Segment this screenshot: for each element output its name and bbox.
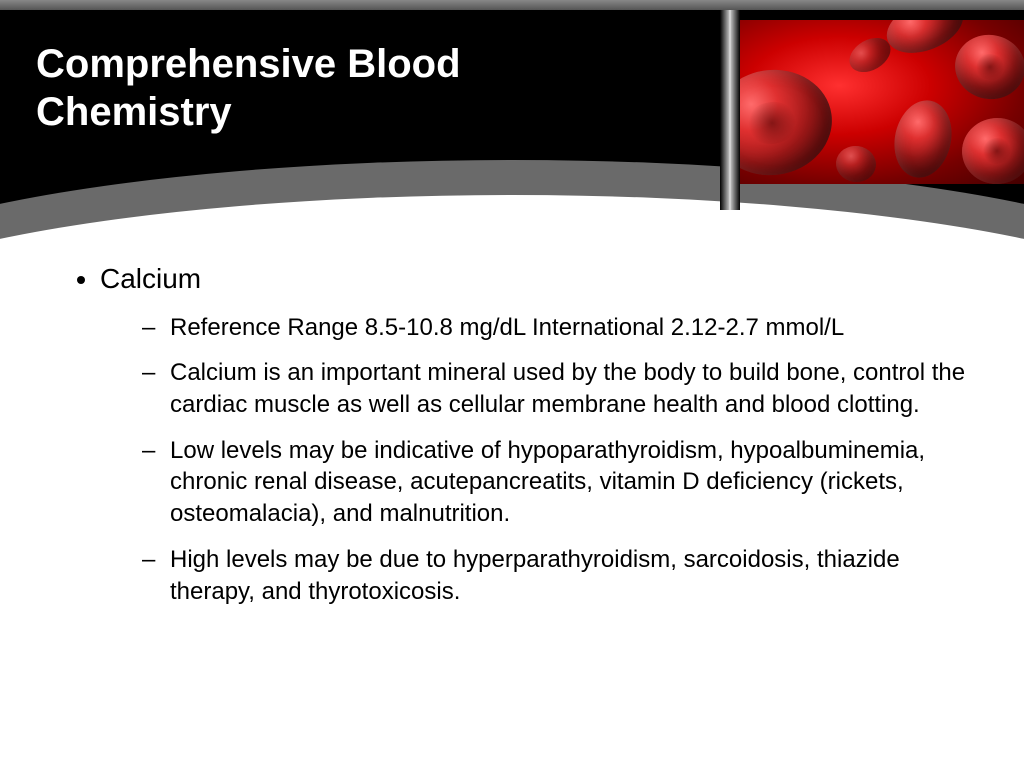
header-image-blood-cells bbox=[740, 20, 1024, 184]
bullet-level2: Calcium is an important mineral used by … bbox=[142, 357, 974, 420]
blood-cell-icon bbox=[950, 29, 1024, 104]
bullet-level1: Calcium Reference Range 8.5-10.8 mg/dL In… bbox=[100, 260, 974, 607]
slide-body: Calcium Reference Range 8.5-10.8 mg/dL In… bbox=[0, 235, 1024, 641]
slide-header: Comprehensive Blood Chemistry bbox=[0, 10, 1024, 245]
bullet-level2: Low levels may be indicative of hypopara… bbox=[142, 435, 974, 530]
bullet-list-level2: Reference Range 8.5-10.8 mg/dL Internati… bbox=[100, 312, 974, 607]
bullet-level1-text: Calcium bbox=[100, 263, 201, 294]
blood-cell-icon bbox=[959, 115, 1024, 184]
vertical-divider bbox=[720, 10, 740, 210]
blood-cell-icon bbox=[740, 62, 839, 183]
top-accent-bar bbox=[0, 0, 1024, 10]
blood-cell-icon bbox=[834, 143, 879, 184]
bullet-level2: Reference Range 8.5-10.8 mg/dL Internati… bbox=[142, 312, 974, 344]
blood-cell-icon bbox=[888, 95, 959, 183]
bullet-level2: High levels may be due to hyperparathyro… bbox=[142, 544, 974, 607]
bullet-list-level1: Calcium Reference Range 8.5-10.8 mg/dL In… bbox=[70, 260, 974, 607]
slide-title: Comprehensive Blood Chemistry bbox=[36, 40, 636, 136]
